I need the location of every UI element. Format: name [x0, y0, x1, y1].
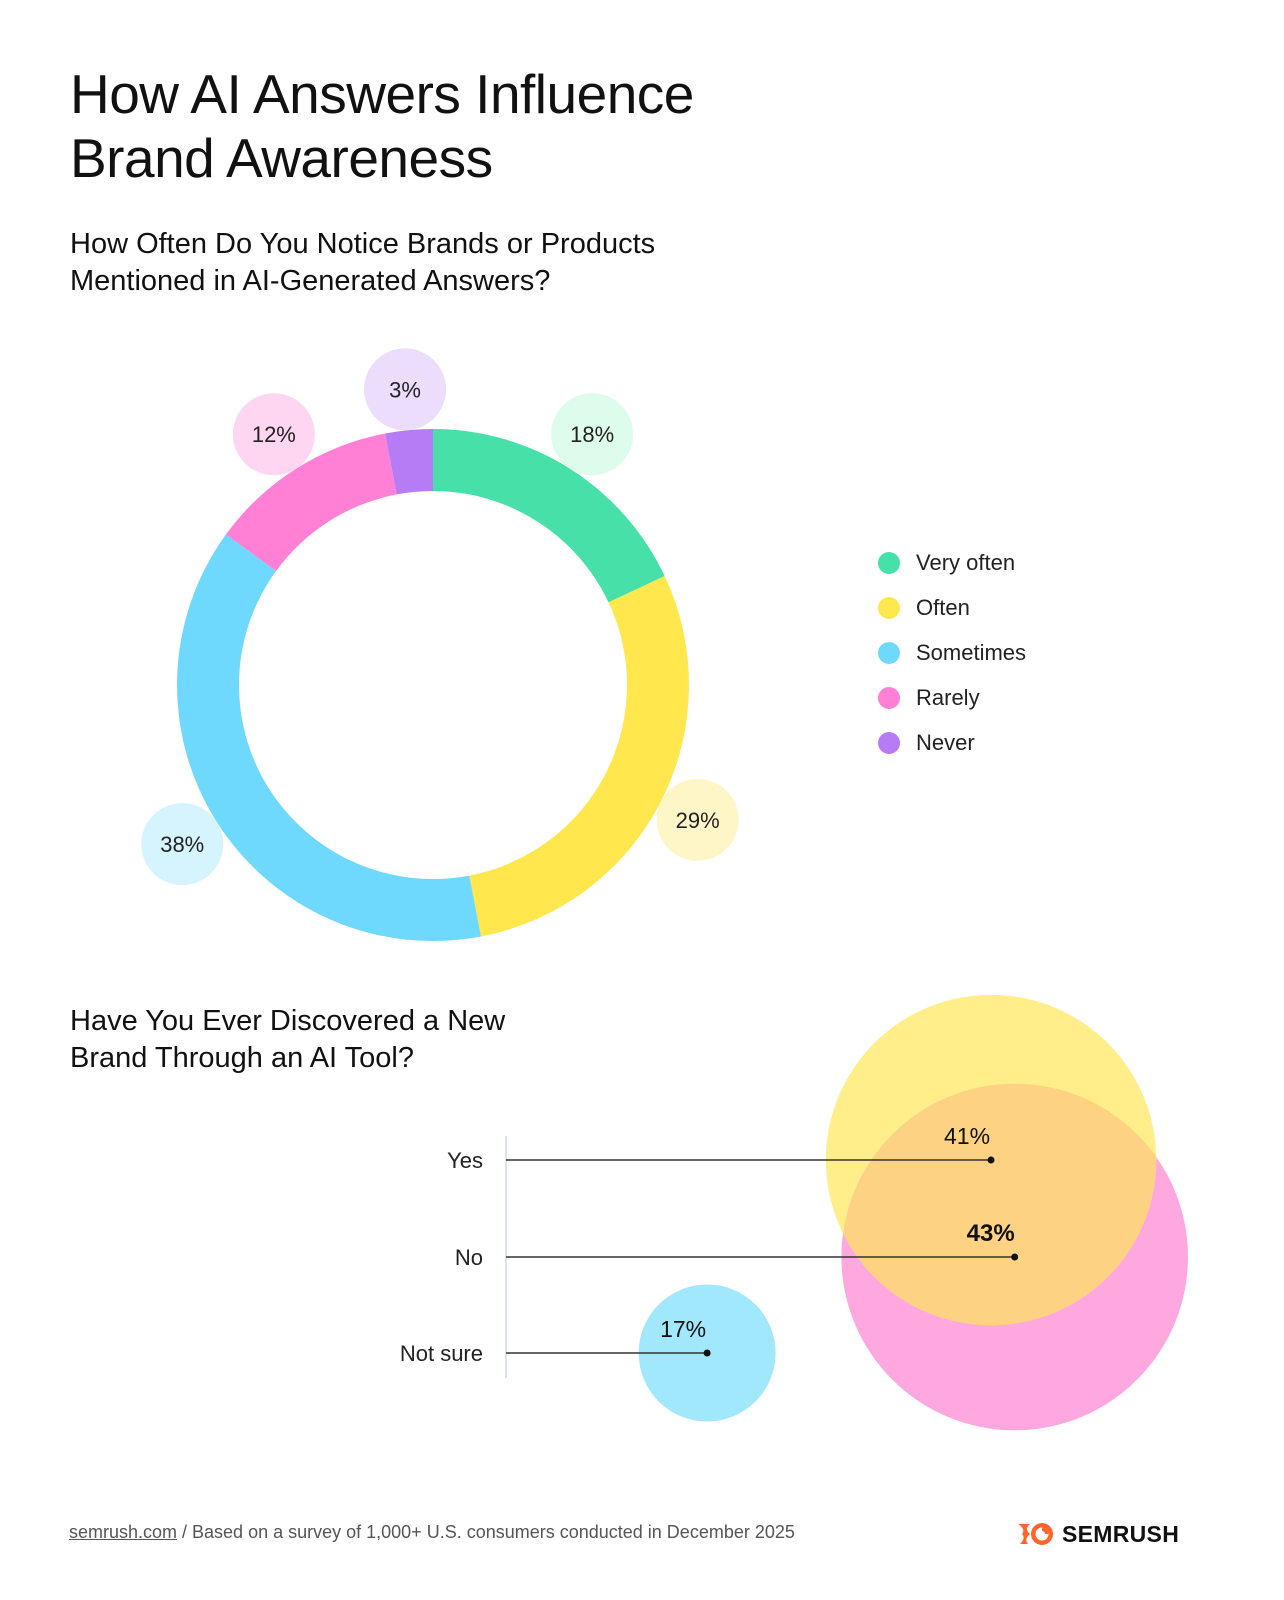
legend-swatch: [878, 551, 900, 574]
slice-label: 18%: [570, 422, 614, 447]
legend-label: Sometimes: [916, 639, 1027, 665]
slice-label: 29%: [676, 808, 720, 833]
slice-label-bubble: [364, 348, 447, 431]
legend-item: Rarely: [878, 675, 1026, 720]
footer-source: semrush.com / Based on a survey of 1,000…: [69, 1522, 795, 1543]
value-label: 41%: [944, 1123, 990, 1149]
category-label: Yes: [447, 1148, 483, 1173]
legend-label: Often: [916, 594, 970, 620]
legend-item: Very often: [878, 540, 1026, 585]
slice-label: 3%: [389, 377, 421, 402]
donut-slice-sometimes: [177, 534, 481, 941]
slice-label: 12%: [252, 422, 296, 447]
donut-slice-rarely: [225, 433, 397, 571]
semrush-flame-icon: [1018, 1523, 1053, 1545]
donut-legend: Very often Often Sometimes Rarely Never: [878, 540, 1026, 765]
bubble-chart-title: Have You Ever Discovered a New Brand Thr…: [70, 1005, 506, 1074]
page-title: How AI Answers Influence Brand Awareness: [70, 63, 694, 189]
legend-swatch: [878, 596, 900, 619]
bubble-dot: [1011, 1253, 1019, 1261]
slice-label-bubble: [656, 778, 739, 861]
slice-label: 38%: [160, 832, 204, 857]
legend-item: Sometimes: [878, 630, 1026, 675]
value-label: 17%: [660, 1316, 706, 1342]
source-link[interactable]: semrush.com: [69, 1522, 178, 1542]
donut-slice-often: [469, 576, 689, 937]
legend-swatch: [878, 641, 900, 664]
source-note: / Based on a survey of 1,000+ U.S. consu…: [177, 1522, 795, 1542]
donut-slice-never: [385, 429, 433, 495]
legend-label: Very often: [916, 549, 1016, 575]
logo-text: SEMRUSH: [1062, 1520, 1180, 1547]
semrush-logo: SEMRUSH: [1016, 1520, 1179, 1548]
legend-label: Never: [916, 729, 975, 755]
value-label: 43%: [967, 1220, 1015, 1247]
legend-item: Often: [878, 585, 1026, 630]
slice-label-bubble: [551, 393, 634, 476]
category-label: No: [455, 1245, 483, 1270]
legend-label: Rarely: [916, 684, 980, 710]
legend-swatch: [878, 731, 900, 754]
donut-chart-title: How Often Do You Notice Brands or Produc…: [70, 228, 656, 297]
category-label: Not sure: [400, 1341, 483, 1366]
legend-item: Never: [878, 720, 1026, 765]
slice-label-bubble: [141, 803, 224, 886]
donut-slice-very-often: [433, 429, 665, 603]
legend-swatch: [878, 686, 900, 709]
bubble-dot: [987, 1156, 995, 1164]
slice-label-bubble: [232, 393, 315, 476]
bubble-dot: [703, 1349, 711, 1357]
